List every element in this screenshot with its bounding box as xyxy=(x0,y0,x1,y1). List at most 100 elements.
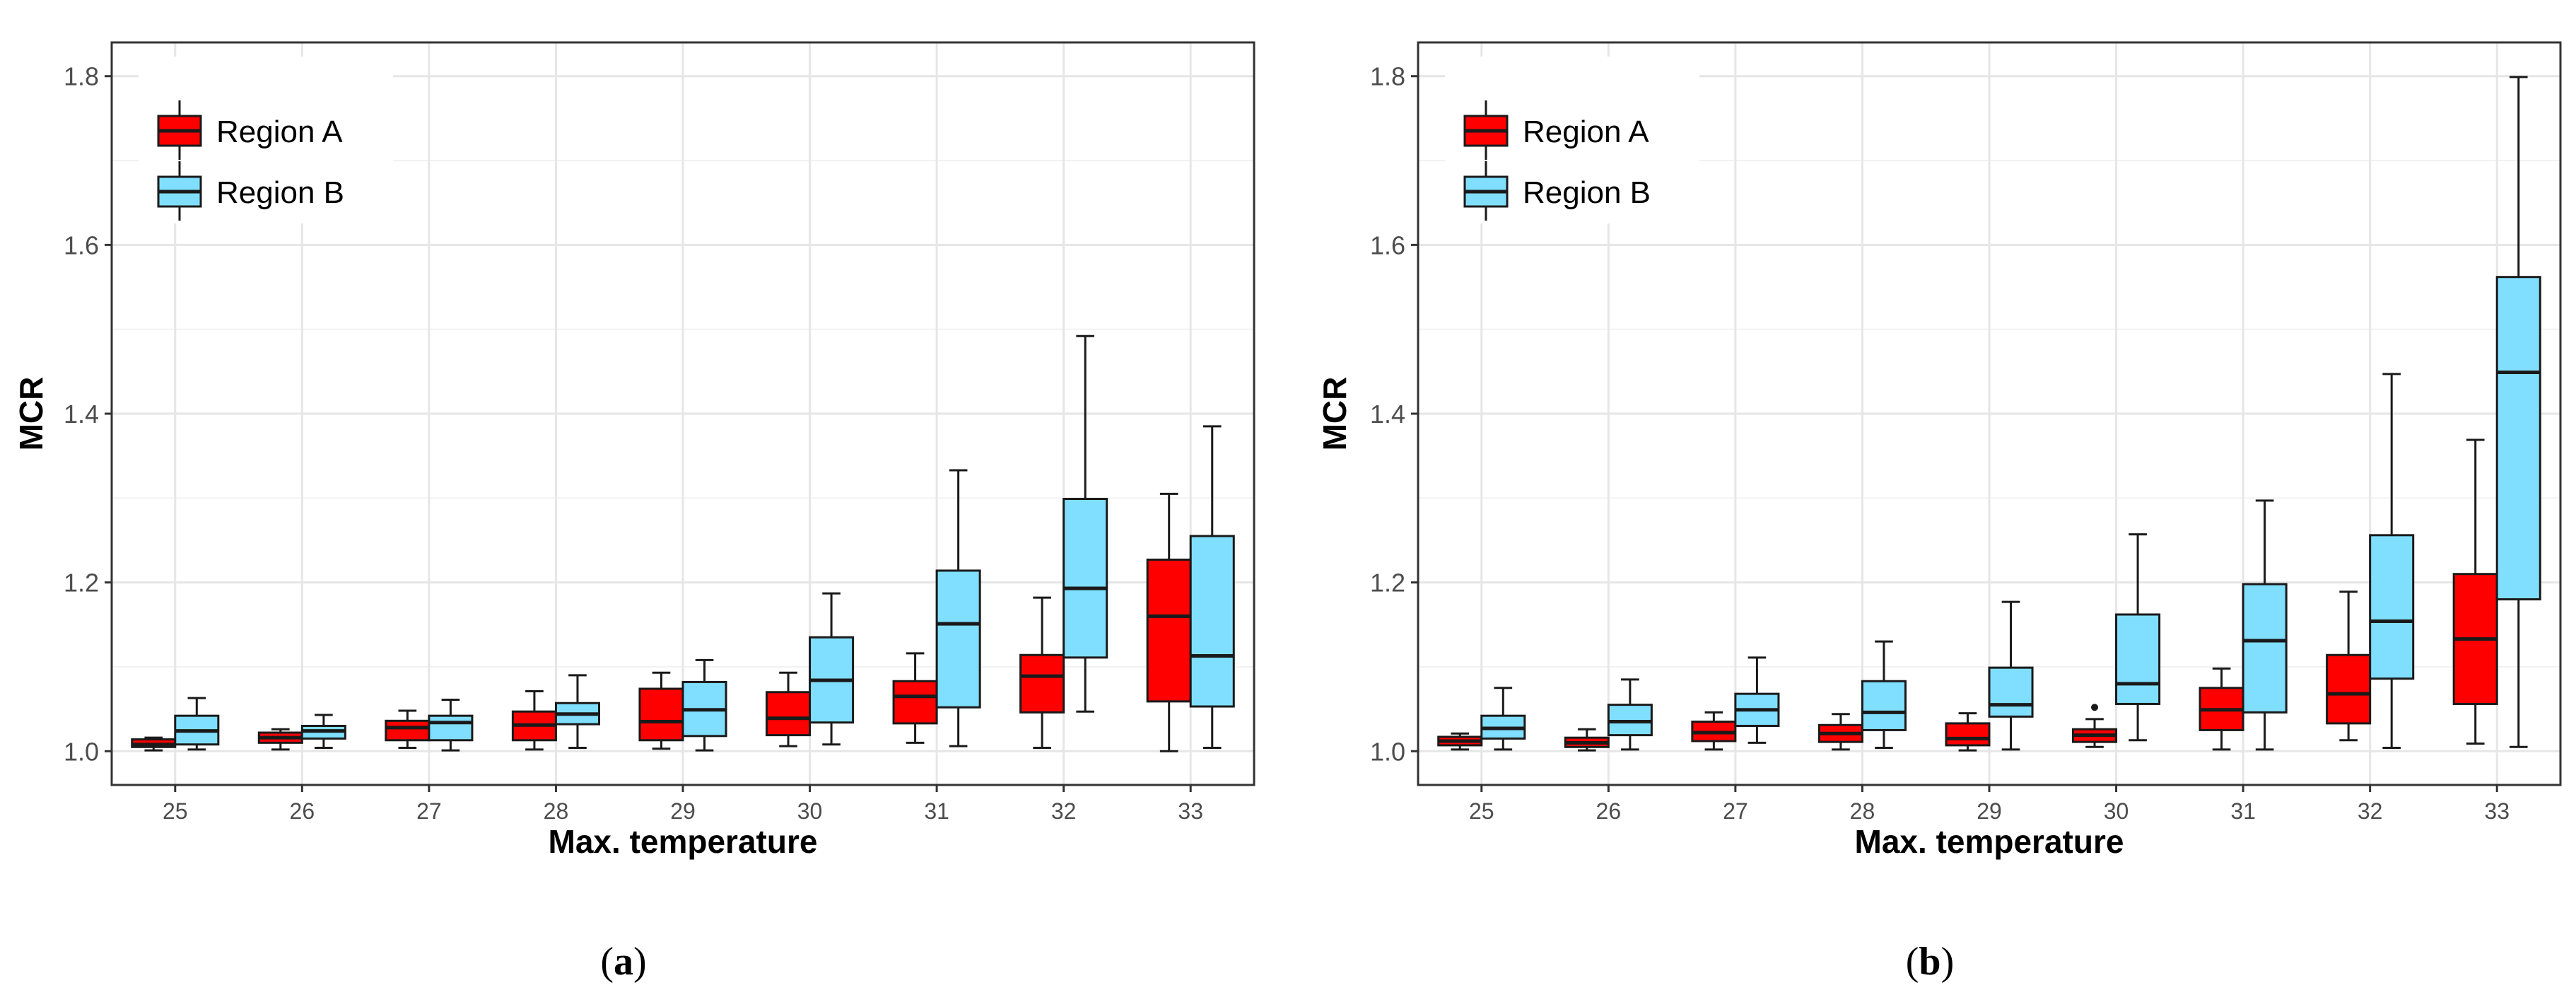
box-region-a-26 xyxy=(1564,728,1610,752)
x-ticks-a: 25 26 27 28 29 30 31 32 33 xyxy=(163,785,1203,824)
box-region-a-27 xyxy=(1691,711,1737,751)
box-iqr xyxy=(1062,498,1108,659)
y-tick-label: 1.0 xyxy=(64,737,99,766)
x-tick-label: 29 xyxy=(670,798,696,824)
box-region-b-32 xyxy=(1062,334,1108,713)
x-tick-label: 27 xyxy=(1723,798,1748,824)
box-region-b-28 xyxy=(1861,640,1907,749)
box-region-b-31 xyxy=(935,469,981,747)
x-tick-label: 25 xyxy=(163,798,188,824)
box-region-a-29 xyxy=(1945,712,1991,752)
box-region-b-27 xyxy=(1734,656,1780,744)
box-iqr xyxy=(1945,722,1991,747)
box-region-b-31 xyxy=(2242,499,2288,751)
box-iqr xyxy=(935,569,981,709)
box-region-a-26 xyxy=(257,728,303,751)
box-iqr xyxy=(2369,534,2415,680)
y-tick-label: 1.8 xyxy=(64,62,99,91)
y-tick-label: 1.0 xyxy=(1370,737,1405,766)
box-iqr xyxy=(2115,613,2161,705)
box-region-a-25 xyxy=(1437,732,1483,751)
y-axis-label-b: MCR xyxy=(1316,377,1353,451)
box-region-b-30 xyxy=(2115,533,2161,742)
boxes-a xyxy=(131,334,1235,752)
box-region-b-30 xyxy=(809,592,855,746)
x-tick-label: 26 xyxy=(1596,798,1622,824)
y-tick-label: 1.4 xyxy=(64,400,99,429)
box-region-b-27 xyxy=(428,698,474,752)
y-ticks-b: 1.0 1.2 1.4 1.6 1.8 xyxy=(1370,62,1418,766)
legend-key-region-a xyxy=(157,100,202,160)
x-tick-label: 32 xyxy=(1051,798,1077,824)
y-axis-label-a: MCR xyxy=(13,377,49,451)
box-region-b-29 xyxy=(681,658,727,752)
box-iqr xyxy=(2326,653,2372,725)
box-iqr xyxy=(2495,276,2541,600)
box-region-a-33 xyxy=(1146,492,1192,752)
box-iqr xyxy=(1861,680,1907,731)
legend-a: Region A Region B xyxy=(139,57,393,223)
panel-a: 1.0 1.2 1.4 1.6 1.8 25 26 27 28 29 30 31 32 33 MCR M… xyxy=(13,41,1255,984)
box-iqr xyxy=(1189,535,1235,708)
legend-label-region-b-b: Region B xyxy=(1523,175,1651,210)
x-tick-label: 30 xyxy=(797,798,823,824)
x-axis-label-b: Max. temperature xyxy=(1855,823,2124,860)
legend-label-region-a: Region A xyxy=(216,115,343,149)
box-region-a-27 xyxy=(385,709,431,749)
box-region-b-25 xyxy=(174,697,220,751)
legend-label-region-a-b: Region A xyxy=(1523,115,1649,149)
box-iqr xyxy=(1988,666,2034,718)
box-iqr xyxy=(892,680,938,725)
y-ticks-a: 1.0 1.2 1.4 1.6 1.8 xyxy=(64,62,112,766)
box-region-b-26 xyxy=(300,714,346,749)
legend-label-region-b: Region B xyxy=(216,175,344,210)
box-region-a-32 xyxy=(1019,596,1065,749)
y-tick-label: 1.2 xyxy=(1370,569,1405,598)
y-tick-label: 1.8 xyxy=(1370,62,1405,91)
box-region-b-33 xyxy=(1189,425,1235,749)
x-tick-label: 31 xyxy=(2230,798,2256,824)
x-axis-label-a: Max. temperature xyxy=(549,823,818,860)
panel-caption-b: (b) xyxy=(1906,940,1954,984)
y-tick-label: 1.4 xyxy=(1370,400,1405,429)
box-region-b-29 xyxy=(1988,600,2034,751)
y-tick-label: 1.6 xyxy=(64,231,99,260)
box-region-a-31 xyxy=(892,652,938,744)
box-region-a-25 xyxy=(131,736,177,752)
box-region-b-33 xyxy=(2495,76,2541,748)
box-iqr xyxy=(766,691,812,737)
legend-key-region-a-b xyxy=(1463,100,1509,160)
x-tick-label: 27 xyxy=(416,798,442,824)
box-iqr xyxy=(385,719,431,742)
x-tick-label: 30 xyxy=(2104,798,2129,824)
x-tick-label: 33 xyxy=(1178,798,1203,824)
x-tick-label: 33 xyxy=(2484,798,2510,824)
box-iqr xyxy=(428,714,474,742)
box-region-b-25 xyxy=(1480,687,1526,751)
x-tick-label: 32 xyxy=(2358,798,2383,824)
outlier-point xyxy=(2091,704,2099,711)
panel-caption-a: (a) xyxy=(600,940,646,984)
box-region-b-26 xyxy=(1607,678,1653,751)
legend-b: Region A Region B xyxy=(1445,57,1699,223)
legend-key-region-b xyxy=(157,161,202,221)
box-region-a-32 xyxy=(2326,590,2372,742)
box-region-a-29 xyxy=(638,671,684,750)
x-tick-label: 31 xyxy=(924,798,949,824)
x-tick-label: 26 xyxy=(290,798,315,824)
box-region-a-33 xyxy=(2452,438,2498,745)
box-iqr xyxy=(1019,653,1065,714)
y-tick-label: 1.6 xyxy=(1370,231,1405,260)
y-tick-label: 1.2 xyxy=(64,569,99,598)
box-iqr xyxy=(1146,558,1192,703)
x-tick-label: 25 xyxy=(1469,798,1494,824)
box-iqr xyxy=(2242,583,2288,714)
x-tick-label: 28 xyxy=(1850,798,1875,824)
legend-key-region-b-b xyxy=(1463,161,1509,221)
x-ticks-b: 25 26 27 28 29 30 31 32 33 xyxy=(1469,785,2510,824)
box-region-a-28 xyxy=(1817,713,1863,751)
x-tick-label: 29 xyxy=(1977,798,2002,824)
panel-caption-letter-a: a xyxy=(614,940,633,984)
box-region-b-32 xyxy=(2369,373,2415,749)
